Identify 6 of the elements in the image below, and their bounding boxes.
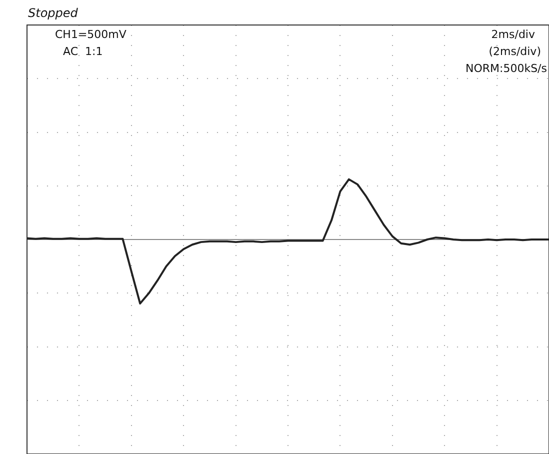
text: NORM:500kS/s	[465, 62, 547, 75]
text: CH1=500mV	[55, 28, 126, 41]
text: 2ms/div	[491, 28, 535, 41]
text: Stopped	[28, 6, 78, 20]
text: AC 1:1	[63, 45, 103, 58]
text: (2ms/div)	[488, 45, 541, 58]
